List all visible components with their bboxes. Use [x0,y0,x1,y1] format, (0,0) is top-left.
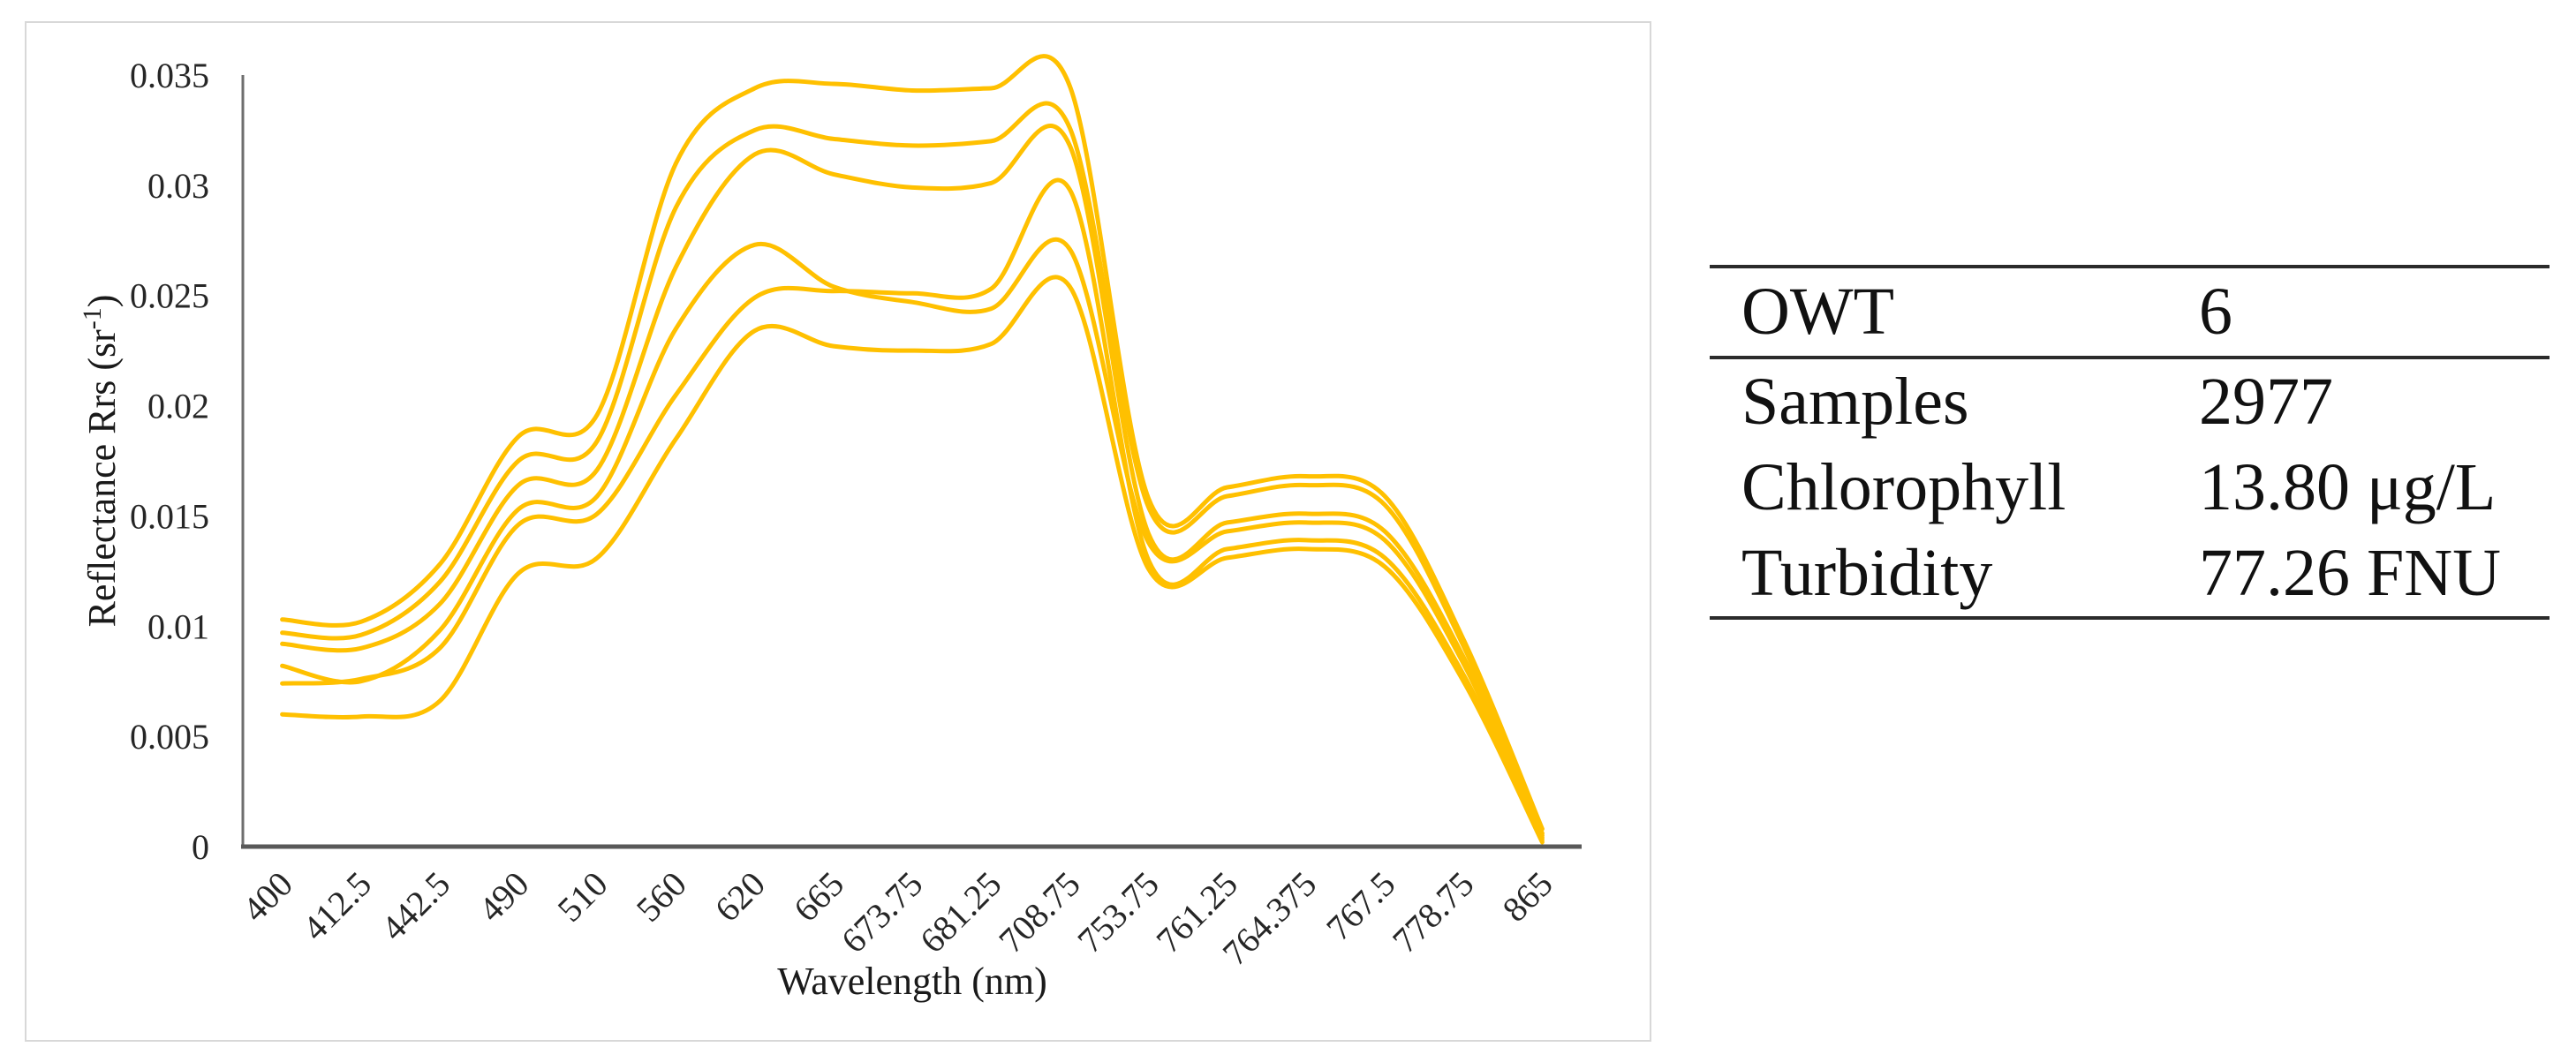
x-axis-title: Wavelength (nm) [777,960,1047,1003]
table-value-chlorophyll: 13.80 μg/L [2199,450,2497,524]
x-axis-tick-label: 442.5 [374,864,457,948]
x-axis-tick-label: 708.75 [991,864,1088,961]
x-axis-tick-label: 510 [549,864,615,930]
table-label-samples: Samples [1741,365,1969,439]
x-axis-tick-label: 681.25 [912,864,1009,961]
y-axis-tick-label: 0.03 [147,166,209,206]
y-axis-tick-label: 0.01 [147,606,209,646]
x-axis-tick-label: 665 [786,864,851,930]
spectral-curve-5 [280,177,1545,842]
y-axis-tick-label: 0.015 [130,496,209,536]
spectral-curve-2 [280,101,1545,836]
table-label-turbidity: Turbidity [1741,536,1993,610]
spectral-curves [280,54,1545,845]
y-axis-tick-label: 0.005 [130,717,209,757]
x-axis-tick-label: 412.5 [295,864,379,948]
table-label-owt: OWT [1741,275,1895,349]
y-axis-title: Reflectance Rrs (sr-1) [78,295,124,628]
owt-summary-table: OWT 6 Samples 2977 Chlorophyll 13.80 μg/… [1710,265,2550,620]
x-axis-tick-label: 753.75 [1069,864,1167,961]
table-row-turbidity: Turbidity 77.26 FNU [1710,531,2550,616]
x-axis-tick-label: 400 [235,864,300,930]
y-axis-tick-label: 0.035 [130,56,209,95]
y-axis-tick-labels: 0 0.005 0.01 0.015 0.02 0.025 0.03 0.035 [130,56,209,867]
x-axis-tick-label: 673.75 [834,864,931,961]
table-label-chlorophyll: Chlorophyll [1741,450,2066,524]
table-value-samples: 2977 [2199,365,2333,439]
x-axis-tick-label: 490 [471,864,536,930]
y-axis-tick-label: 0 [192,827,209,867]
reflectance-line-chart: Wavelength (nm) Reflectance Rrs (sr-1) 0… [78,54,1582,1003]
y-axis-tick-label: 0.025 [130,276,209,316]
y-axis-tick-label: 0.02 [147,387,209,426]
table-row-samples: Samples 2977 [1710,359,2550,445]
x-axis-tick-label: 560 [629,864,694,930]
table-value-owt: 6 [2199,275,2232,349]
table-value-turbidity: 77.26 FNU [2199,536,2502,610]
table-row-chlorophyll: Chlorophyll 13.80 μg/L [1710,445,2550,531]
spectral-curve-1 [280,54,1545,832]
x-axis-tick-label: 778.75 [1385,864,1482,961]
spectral-curve-3 [280,124,1545,838]
x-axis-tick-label: 865 [1495,864,1560,930]
x-axis-tick-label: 620 [707,864,773,930]
spectral-curve-6 [280,275,1545,845]
table-row-owt: OWT 6 [1710,268,2550,359]
reflectance-chart-panel: Wavelength (nm) Reflectance Rrs (sr-1) 0… [25,21,1651,1042]
spectral-curve-4 [280,237,1545,840]
